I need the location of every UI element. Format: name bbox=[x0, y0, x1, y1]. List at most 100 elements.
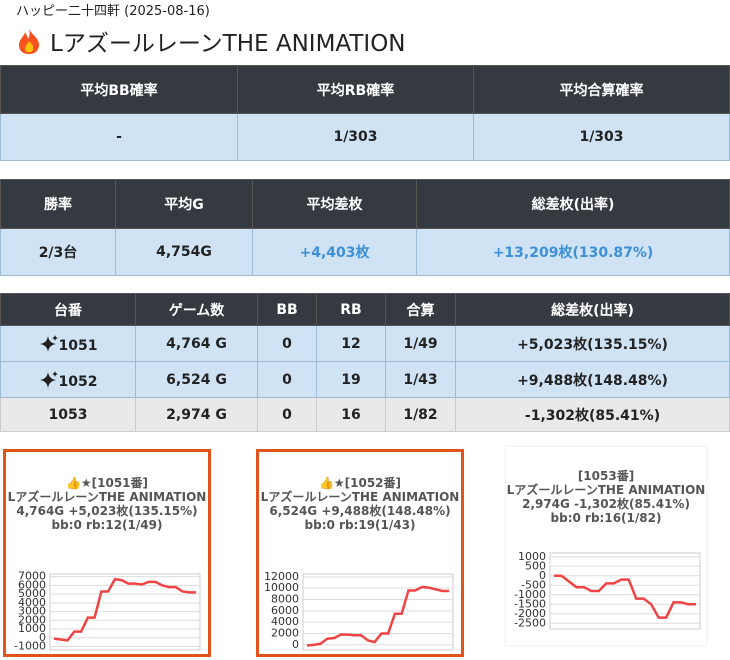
plot-area bbox=[549, 552, 701, 630]
chart-title-line: LアズールレーンTHE ANIMATION bbox=[260, 490, 460, 504]
sparkle bbox=[39, 370, 58, 388]
cell: 16 bbox=[316, 397, 386, 432]
chart-title-line: bb:0 rb:12(1/49) bbox=[51, 518, 163, 532]
cell: +5,023枚(135.15%) bbox=[455, 325, 730, 362]
machine-table: 台番 ゲーム数 BB RB 合算 総差枚(出率) 1051 4,764 G 0 12 1/49 +5,… bbox=[0, 293, 730, 432]
y-tick-label: 12000 bbox=[264, 570, 299, 583]
header-cell: RB bbox=[316, 293, 386, 326]
cell-text: +9,488枚(148.48%) bbox=[517, 372, 668, 389]
cell: 0 bbox=[257, 325, 317, 362]
cell: 19 bbox=[316, 361, 386, 398]
header-cell: 平均RB確率 bbox=[237, 65, 474, 114]
y-tick-label: 6000 bbox=[271, 604, 299, 617]
header-row: 台番 ゲーム数 BB RB 合算 総差枚(出率) bbox=[0, 293, 730, 326]
cell: 1/303 bbox=[237, 113, 474, 161]
y-tick-label: 10000 bbox=[264, 581, 299, 594]
y-tick-label: 2000 bbox=[271, 627, 299, 640]
y-tick-label: 6000 bbox=[18, 578, 46, 591]
y-tick-label: 1000 bbox=[18, 622, 46, 635]
header-cell: 平均差枚 bbox=[252, 179, 417, 229]
cell: 4,764 G bbox=[135, 325, 258, 362]
header-cell: 平均G bbox=[115, 179, 253, 229]
cell: 0 bbox=[257, 397, 317, 432]
header-cell: 平均合算確率 bbox=[473, 65, 730, 114]
chart-title-line: 👍★[1051番] bbox=[65, 476, 149, 490]
y-tick-label: 3000 bbox=[18, 605, 46, 618]
chart-title-line: bb:0 rb:16(1/82) bbox=[550, 511, 662, 525]
header-cell: BB bbox=[257, 293, 317, 326]
cell-text: 19 bbox=[341, 371, 361, 388]
header-cell: 総差枚(出率) bbox=[416, 179, 730, 229]
cell-text: 1053 bbox=[48, 406, 88, 423]
y-tick-label: -1000 bbox=[514, 588, 546, 601]
cell-text: +5,023枚(135.15%) bbox=[517, 336, 668, 353]
cell: 2,974 G bbox=[135, 397, 258, 432]
summary-table: 平均BB確率 平均RB確率 平均合算確率 -1/303 1/303 bbox=[0, 65, 730, 161]
chart-card: 👍★[1052番] LアズールレーンTHE ANIMATION 6,524G +9,… bbox=[256, 449, 464, 657]
cell: 1053 bbox=[0, 397, 136, 432]
cell: - bbox=[0, 113, 238, 161]
cell: +4,403枚 bbox=[252, 228, 417, 276]
header-cell: ゲーム数 bbox=[135, 293, 258, 326]
row: 1051 4,764 G 0 12 1/49 +5,023枚(135.15%) bbox=[0, 325, 730, 362]
chart-title-line: LアズールレーンTHE ANIMATION bbox=[7, 490, 207, 504]
chart-title-line: bb:0 rb:19(1/43) bbox=[304, 518, 416, 532]
chart-title-line: 6,524G +9,488枚(148.48%) bbox=[269, 504, 451, 518]
row: 1052 6,524 G 0 19 1/43 +9,488枚(148.48%) bbox=[0, 361, 730, 398]
cell: 1/82 bbox=[385, 397, 456, 432]
cell-text: 1/82 bbox=[403, 406, 438, 423]
chart-title-line: [1053番] bbox=[577, 469, 635, 483]
fire-icon bbox=[19, 28, 40, 54]
cell-text: 0 bbox=[282, 406, 292, 423]
cell: 1051 bbox=[0, 325, 136, 362]
cell-text: 1051 bbox=[58, 337, 98, 354]
y-tick-label: 7000 bbox=[18, 570, 46, 583]
y-tick-label: 0 bbox=[539, 569, 546, 582]
cell: 0 bbox=[257, 361, 317, 398]
cell-text: -1,302枚(85.41%) bbox=[524, 407, 661, 424]
y-tick-label: 4000 bbox=[271, 615, 299, 628]
data-line bbox=[306, 585, 449, 647]
cell: 2/3台 bbox=[0, 228, 116, 276]
sparkle bbox=[39, 334, 58, 352]
chart-card: 👍★[1051番] LアズールレーンTHE ANIMATION 4,764G +5,… bbox=[3, 449, 211, 657]
site-name: ハッピー二十四軒 (2025-08-16) bbox=[16, 4, 210, 19]
y-tick-label: -2000 bbox=[514, 607, 546, 620]
y-tick-label: -1000 bbox=[14, 640, 46, 653]
y-tick-label: 0 bbox=[39, 631, 46, 644]
row: 1053 2,974 G 0 16 1/82 -1,302枚(85.41%) bbox=[0, 397, 730, 432]
cell: 12 bbox=[316, 325, 386, 362]
cell-text: 1/43 bbox=[403, 371, 438, 388]
page-title-row: LアズールレーンTHE ANIMATION bbox=[16, 24, 406, 58]
y-tick-label: 500 bbox=[525, 559, 546, 572]
cell-text: 4,764 G bbox=[166, 335, 227, 352]
header-cell: 平均BB確率 bbox=[0, 65, 238, 114]
chart-title-line: 2,974G -1,302枚(85.41%) bbox=[522, 497, 690, 511]
cell-text: 2,974 G bbox=[166, 406, 227, 423]
cell: 1/303 bbox=[473, 113, 730, 161]
y-tick-label: -500 bbox=[521, 578, 546, 591]
cell: 4,754G bbox=[115, 228, 253, 276]
data-line bbox=[554, 574, 696, 619]
header-cell: 台番 bbox=[0, 293, 136, 326]
cell: +13,209枚(130.87%) bbox=[416, 228, 730, 276]
chart-title-line: 4,764G +5,023枚(135.15%) bbox=[16, 504, 198, 518]
cell-text: 1052 bbox=[58, 373, 98, 390]
cell: 1052 bbox=[0, 361, 136, 398]
stats-table: 勝率 平均G 平均差枚 総差枚(出率) 2/3台 4,754G +4,403枚 +13,20… bbox=[0, 179, 730, 276]
y-tick-label: 8000 bbox=[271, 593, 299, 606]
chart-title: [1053番] LアズールレーンTHE ANIMATION 2,974G -1,30… bbox=[506, 447, 706, 525]
chart-title: 👍★[1051番] LアズールレーンTHE ANIMATION 4,764G +5,… bbox=[6, 452, 208, 532]
cell: +9,488枚(148.48%) bbox=[455, 361, 730, 398]
cell-text: 0 bbox=[282, 371, 292, 388]
y-tick-label: -2500 bbox=[514, 616, 546, 629]
chart-title: 👍★[1052番] LアズールレーンTHE ANIMATION 6,524G +9,… bbox=[259, 452, 461, 532]
header-cell: 総差枚(出率) bbox=[455, 293, 730, 326]
chart-card: [1053番] LアズールレーンTHE ANIMATION 2,974G -1,30… bbox=[506, 447, 706, 645]
y-tick-label: 1000 bbox=[518, 550, 546, 563]
y-tick-label: 0 bbox=[292, 638, 299, 651]
cell-text: 6,524 G bbox=[166, 371, 227, 388]
